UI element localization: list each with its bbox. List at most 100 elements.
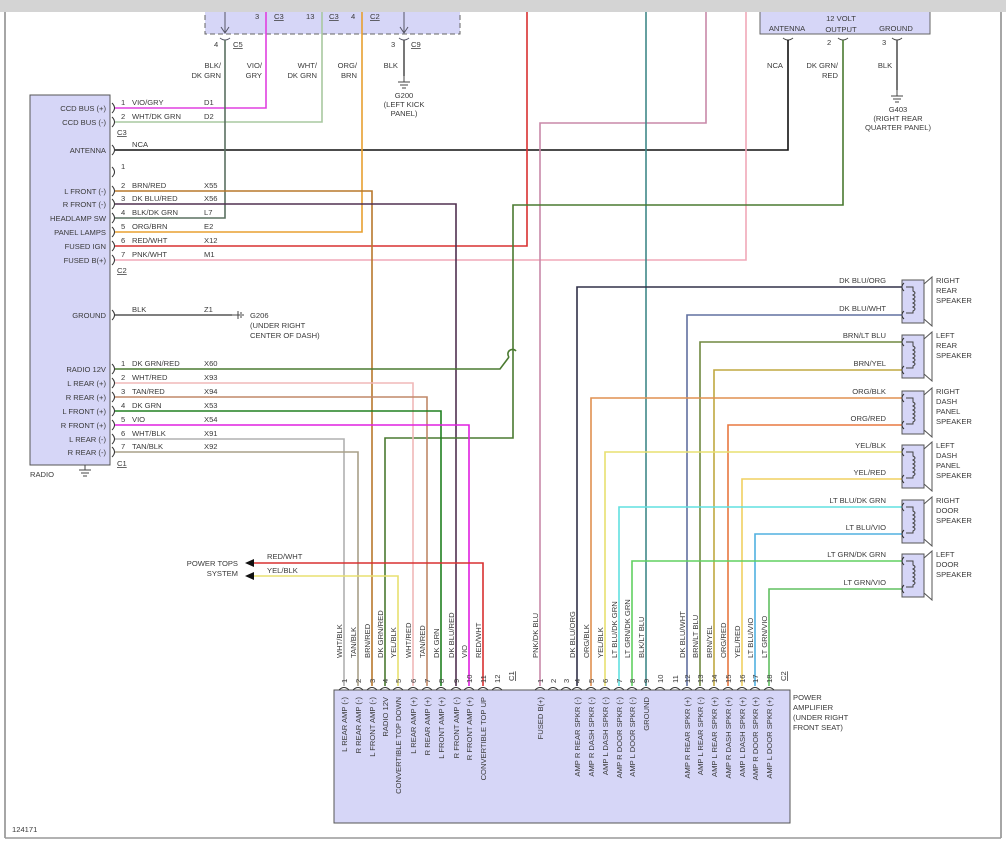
connector-icon [407,687,419,691]
radio-pin-row: L FRONT (-) 2 BRN/RED X55 [64,181,218,197]
wire-label: YEL/BLK [267,566,298,575]
amp-pin-function: AMP L DOOR SPKR (-) [628,697,637,777]
pin-number: 2 [549,679,558,683]
ground-icon [398,76,410,89]
amp-pin: 2 TAN/BLK R REAR AMP (-) [349,627,364,753]
connector-icon [111,363,115,375]
wire-label: LT BLU/DK GRN [829,496,886,505]
wire-label: DK BLU/RED [447,612,456,658]
wire-blk-dkgrn [115,40,226,219]
radio-pin-row: R FRONT (-) 3 DK BLU/RED X56 [63,194,218,210]
wire-label: DK BLU/ORG [839,276,886,285]
wire-power-tops-red-wht [254,562,484,686]
wire-wht-red [115,382,414,686]
circuit-id: X60 [204,359,218,368]
wire-label: YEL/RED [854,468,887,477]
wire-label: ORG/ [338,61,358,70]
wire-label: BLK/ [205,61,222,70]
radio-pin-row: FUSED IGN 6 RED/WHT X12 [65,236,218,252]
amp-pin-function: R FRONT AMP (-) [452,697,461,759]
amp-pin-function: AMP R DOOR SPKR (+) [751,697,760,781]
wire-label: BLK/LT BLU [637,616,646,658]
connector-label: C1 [117,459,127,468]
wire-label: LT BLU/DK GRN [610,601,619,658]
pin-number: 4 [121,208,125,217]
wire-vio-gry [115,12,267,109]
connector-icon [111,405,115,417]
connector-icon [111,377,115,389]
pin-number: 12 [683,675,692,683]
pin-number: 2 [121,181,125,190]
wire-label: LT BLU/VIO [846,523,886,532]
connector-label: C9 [411,40,421,49]
pin-number: 9 [452,679,461,683]
connector-icon [560,687,572,691]
amp-pin-function: L REAR AMP (+) [409,697,418,754]
connector-icon [111,419,115,431]
wire-wht-dkgrn [115,12,323,123]
connector-icon [585,687,597,691]
antenna-module-label: ANTENNA [769,24,806,33]
amp-pin-function: L FRONT AMP (-) [368,697,377,757]
amp-pin-function: L FRONT AMP (+) [437,697,446,759]
radio-pin-row: R REAR (+) 3 TAN/RED X94 [66,387,218,403]
wire-ltgrn-vio [768,588,905,686]
connector-icon [901,502,905,512]
pin-number: 3 [121,194,125,203]
circuit-id: L7 [204,208,212,217]
wire-label: DK BLU/RED [132,194,178,203]
circuit-id: X92 [204,442,218,451]
connector-icon [626,687,638,691]
connector-icon [571,687,583,691]
connector-icon [534,687,546,691]
amp-pin: 8 DK GRN L FRONT AMP (+) [432,628,447,759]
speaker-name: RIGHT [936,496,960,505]
amp-pin-function: R REAR AMP (+) [423,697,432,756]
speaker-name: PANEL [936,407,960,416]
speaker-name: SPEAKER [936,471,972,480]
connector-icon [450,687,462,691]
amp-pin: 7 LT BLU/DK GRN AMP R DOOR SPKR (-) [610,601,625,778]
figure-id: 124171 [12,825,37,834]
wire-label: BLK [384,61,398,70]
ground-location: CENTER OF DASH) [250,331,320,340]
pin-number: 1 [536,679,545,683]
wire-label: GRY [246,71,262,80]
connector-icon [111,446,115,458]
ground-label: GROUND [879,24,913,33]
amp-pin-function: GROUND [642,696,651,730]
amp-pin: 11 RED/WHT CONVERTIBLE TOP UP [474,622,489,780]
wire-ltblu-vio [754,533,905,686]
pin-number: 7 [423,679,432,683]
radio-pin-label: L REAR (-) [69,435,106,444]
speaker-name: SPEAKER [936,417,972,426]
connector-icon [338,687,350,691]
wire-label: RED [822,71,839,80]
wire-tan-red [115,396,428,686]
wire-label: RED/WHT [267,552,303,561]
connector-label: C2 [370,12,380,21]
wire-label: TAN/BLK [349,627,358,658]
wire-label: WHT/ [298,61,318,70]
amp-pin: 4 DK BLU/ORG AMP R REAR SPKR (-) [568,611,583,777]
wire-label: LT BLU/VIO [746,618,755,658]
wire-label: WHT/DK GRN [132,112,181,121]
wire-label: VIO [132,415,145,424]
connector-icon [111,116,115,128]
pin-number: 5 [394,679,403,683]
connector-icon [111,185,115,197]
ground-location: QUARTER PANEL) [865,123,931,132]
arrow-left-icon [245,559,254,580]
amp-pin-function: L REAR AMP (-) [340,697,349,752]
wire-label: DK GRN [132,401,162,410]
wire-label: ORG/BLK [852,387,886,396]
speaker-name: PANEL [936,461,960,470]
speaker-name: SPEAKER [936,296,972,305]
wire-label: DK GRN [191,71,221,80]
amp-pin: 2 [547,679,559,691]
wire-red-wht [115,12,528,247]
wire-label: BLK [132,305,146,314]
radio-pin-row: L REAR (-) 6 WHT/BLK X91 [69,429,218,445]
